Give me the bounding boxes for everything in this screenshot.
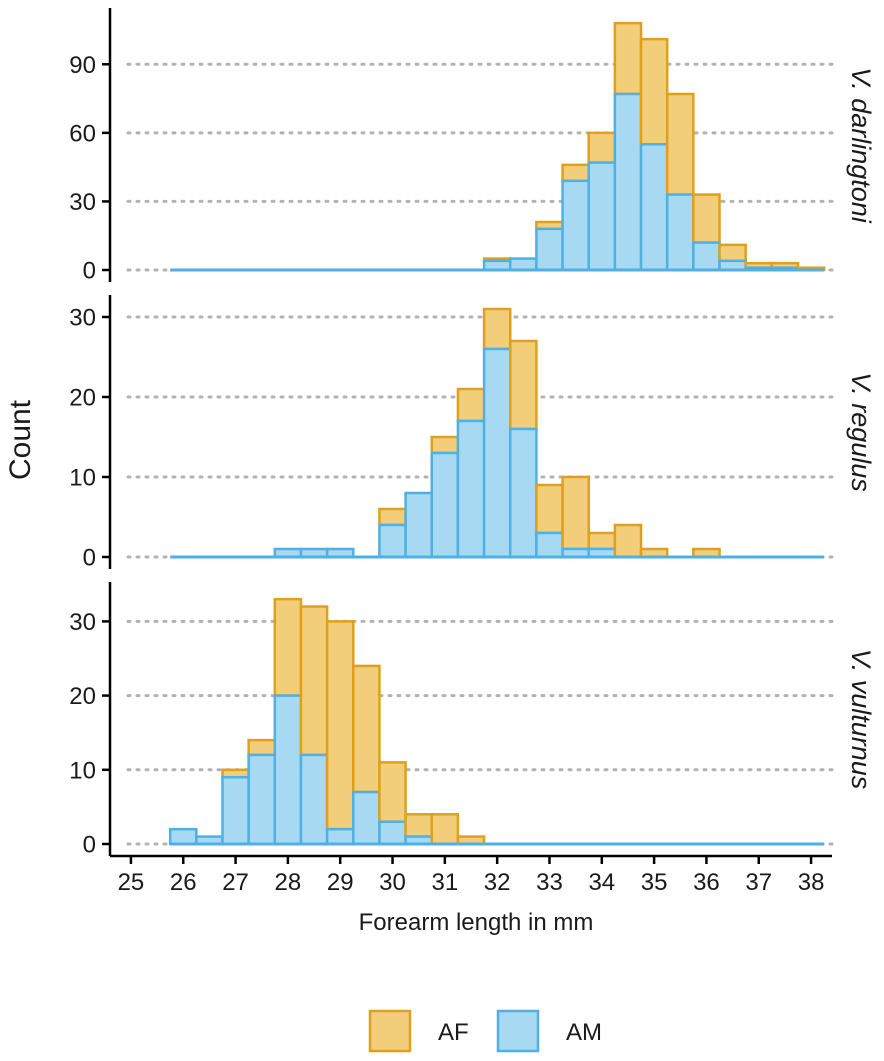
- bar-am: [404, 491, 434, 559]
- facet-strip-label: V. regulus: [846, 372, 876, 492]
- bar-am: [168, 827, 198, 846]
- bars: [170, 21, 826, 272]
- bar-am: [273, 694, 303, 846]
- bar-af: [508, 339, 538, 431]
- x-tick-label: 32: [484, 869, 511, 896]
- bar-am: [639, 143, 669, 272]
- bar-am: [352, 790, 381, 846]
- bars: [168, 597, 825, 846]
- bar-am: [535, 227, 564, 272]
- bar-af: [299, 605, 329, 757]
- x-tick-label: 38: [798, 869, 825, 896]
- y-tick-label: 20: [69, 683, 96, 710]
- bar-am: [378, 820, 407, 846]
- bar-af: [587, 131, 617, 164]
- bar-af: [561, 475, 590, 551]
- x-tick-label: 28: [275, 869, 302, 896]
- bar-af: [378, 507, 407, 527]
- y-tick-label: 60: [69, 120, 96, 147]
- bar-af: [665, 92, 695, 196]
- bar-am: [587, 161, 617, 272]
- y-tick-label: 10: [69, 465, 96, 492]
- bar-af: [325, 620, 355, 831]
- x-axis-title: Forearm length in mm: [359, 909, 594, 936]
- y-tick-label: 0: [83, 545, 96, 572]
- bar-am: [430, 451, 460, 559]
- facet-panel-1: 0 30 60 90 V. darlingtoni: [69, 8, 876, 285]
- bar-af: [482, 307, 512, 351]
- bar-am: [508, 427, 538, 559]
- y-tick-label: 30: [69, 609, 96, 636]
- facet-panel-3: 0 10 20 30 V. vulturnus: [69, 582, 876, 859]
- bar-af: [718, 243, 747, 263]
- bars: [170, 307, 825, 559]
- bar-am: [613, 92, 643, 272]
- bar-am: [299, 753, 329, 846]
- y-tick-label: 0: [83, 258, 96, 285]
- legend-label-af: AF: [438, 1019, 469, 1046]
- x-axis: 25 26 27 28 29 30 31 32 33 34 35 36 37 38: [110, 854, 832, 896]
- x-tick-label: 33: [536, 869, 563, 896]
- bar-af: [430, 813, 460, 846]
- y-axis-title: Count: [4, 399, 37, 480]
- y-tick-label: 30: [69, 305, 96, 332]
- bar-af: [273, 597, 303, 697]
- bar-af: [430, 435, 460, 455]
- bar-af: [352, 664, 381, 794]
- facet-strip-label: V. darlingtoni: [846, 67, 876, 224]
- facet-panels: 0 30 60 90 V. darlingtoni 0 10 20 30 V. regulus 0 1…: [69, 8, 876, 859]
- bar-af: [587, 531, 617, 551]
- x-tick-label: 34: [588, 869, 615, 896]
- bar-am: [247, 753, 277, 846]
- bar-af: [535, 483, 564, 535]
- facet-panel-2: 0 10 20 30 V. regulus: [69, 295, 876, 572]
- bar-am: [456, 419, 486, 559]
- bar-am: [221, 775, 250, 846]
- x-tick-label: 27: [222, 869, 249, 896]
- legend-key-af: [368, 1009, 412, 1053]
- x-tick-label: 35: [641, 869, 668, 896]
- x-tick-label: 30: [379, 869, 406, 896]
- y-tick-label: 0: [83, 832, 96, 859]
- bar-af: [639, 37, 669, 146]
- bar-af: [378, 761, 407, 823]
- bar-am: [692, 241, 721, 272]
- y-tick-label: 20: [69, 385, 96, 412]
- bar-am: [325, 827, 355, 846]
- bar-am: [482, 347, 512, 559]
- bar-am: [665, 193, 695, 272]
- bar-am: [508, 257, 538, 272]
- bar-af: [561, 163, 590, 183]
- legend: AF AM: [368, 1009, 602, 1053]
- x-tick-label: 25: [118, 869, 145, 896]
- bar-am: [378, 523, 407, 559]
- facet-strip-label: V. vulturnus: [846, 649, 876, 790]
- y-tick-label: 30: [69, 189, 96, 216]
- legend-key-am: [496, 1009, 540, 1053]
- y-tick-label: 10: [69, 757, 96, 784]
- x-tick-label: 37: [745, 869, 772, 896]
- x-tick-label: 29: [327, 869, 354, 896]
- bar-am: [535, 531, 564, 559]
- bar-af: [247, 738, 277, 757]
- x-tick-label: 36: [693, 869, 720, 896]
- bar-af: [613, 523, 643, 559]
- bar-af: [456, 387, 486, 423]
- bar-af: [613, 21, 643, 96]
- y-tick-label: 90: [69, 52, 96, 79]
- legend-label-am: AM: [566, 1019, 602, 1046]
- x-tick-label: 26: [170, 869, 197, 896]
- bar-af: [692, 193, 721, 244]
- bar-af: [404, 813, 434, 838]
- bar-am: [561, 179, 590, 272]
- x-tick-label: 31: [431, 869, 458, 896]
